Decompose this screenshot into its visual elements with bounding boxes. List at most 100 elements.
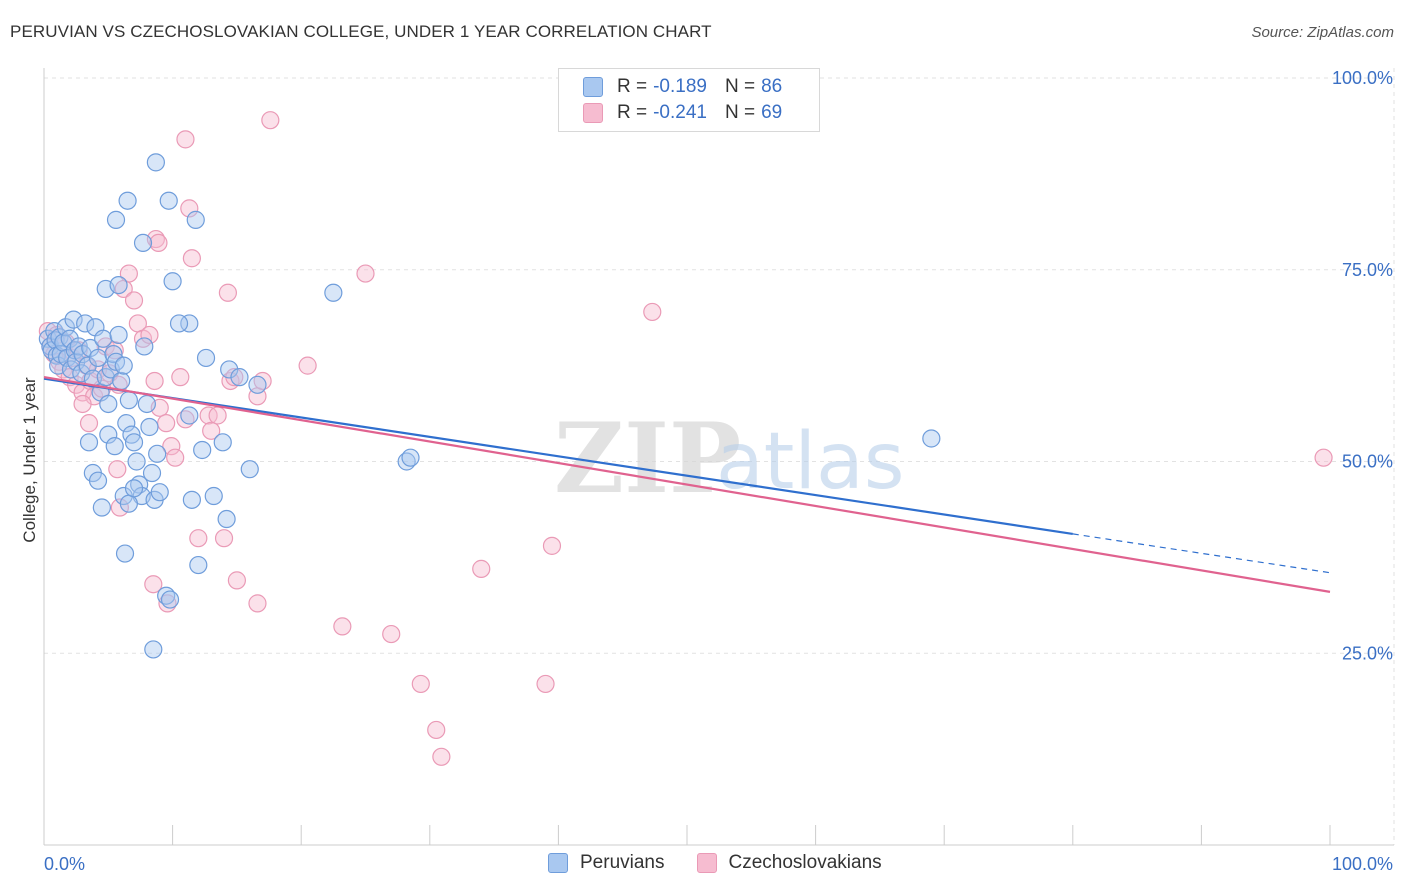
peruvians-point-45: [140, 417, 159, 437]
czechoslovakians-point-22: [119, 264, 138, 283]
peruvians-point-40: [127, 452, 146, 471]
czechoslovakians-point-50: [643, 302, 662, 322]
series-legend-peruvians[interactable]: Peruvians: [548, 852, 665, 874]
trend-lines: [43, 376, 1331, 593]
peruvians-point-43: [135, 337, 154, 356]
legend-r-value-czechoslovakians: -0.241: [653, 102, 707, 123]
series-legend-czechoslovakians[interactable]: Czechoslovakians: [696, 852, 882, 874]
legend-r-label: R =: [617, 102, 648, 123]
czechoslovakians-trend-line: [43, 376, 1331, 593]
czechoslovakians-point-69: [1314, 448, 1333, 467]
peruvians-point-63: [118, 191, 137, 210]
y-tick-label-25: 25.0%: [1342, 643, 1393, 663]
czechoslovakians-point-30: [162, 437, 181, 456]
czechoslovakians-point-53: [108, 460, 127, 479]
peruvians-point-53: [92, 498, 111, 517]
peruvians-point-49: [150, 483, 169, 502]
peruvians-point-55: [105, 437, 124, 456]
x-tick-label-100: 100.0%: [1332, 854, 1393, 874]
legend-swatch-peruvians: [583, 77, 603, 97]
watermark-zip: ZIP: [554, 402, 741, 515]
czechoslovakians-point-34: [180, 199, 199, 218]
peruvians-point-84: [115, 544, 135, 563]
peruvians-point-33: [109, 325, 128, 345]
peruvians-point-69: [169, 314, 189, 333]
czechoslovakians-point-58: [248, 594, 267, 613]
peruvians-point-74: [180, 406, 199, 425]
czechoslovakians-point-29: [157, 414, 176, 433]
czechoslovakians-point-0: [38, 322, 57, 341]
peruvians-point-58: [124, 479, 144, 498]
legend-r-value-peruvians: -0.189: [653, 76, 707, 97]
peruvians-point-86: [324, 283, 343, 302]
peruvians-point-22: [81, 338, 100, 358]
tick-labels: 25.0% 50.0% 75.0% 100.0% 0.0% 100.0%: [44, 68, 1393, 874]
peruvians-point-54: [99, 425, 118, 444]
peruvians-point-68: [109, 275, 128, 295]
peruvians-point-73: [248, 375, 267, 394]
legend-n-value-czechoslovakians: 69: [761, 102, 783, 123]
peruvians-point-62: [106, 210, 126, 229]
peruvians-point-76: [193, 440, 212, 460]
peruvians-point-65: [163, 272, 182, 291]
czechoslovakians-point-38: [149, 233, 168, 253]
czechoslovakians-point-51: [73, 394, 92, 414]
peruvians-point-10: [56, 318, 75, 337]
peruvians-points: [38, 153, 941, 659]
czechoslovakians-point-64: [536, 674, 555, 694]
czechoslovakians-point-55: [189, 529, 208, 548]
peruvians-point-66: [180, 314, 199, 333]
czechoslovakians-point-47: [208, 406, 227, 425]
series-swatch-peruvians: [548, 853, 568, 873]
czechoslovakians-point-31: [166, 448, 185, 467]
peruvians-point-77: [240, 460, 259, 479]
peruvians-trend-line: [43, 377, 1073, 535]
y-tick-label-100: 100.0%: [1332, 68, 1393, 88]
peruvians-point-61: [186, 210, 205, 229]
czechoslovakians-point-48: [202, 421, 221, 440]
czechoslovakians-points: [38, 111, 1333, 766]
peruvians-point-35: [114, 356, 133, 375]
peruvians-point-78: [182, 490, 201, 509]
peruvians-point-79: [204, 486, 223, 506]
peruvians-point-70: [196, 348, 216, 368]
peruvians-point-59: [146, 153, 165, 172]
series-legend: Peruvians Czechoslovakians: [548, 852, 914, 874]
czechoslovakians-point-54: [110, 498, 129, 517]
legend-r-label: R =: [617, 76, 648, 97]
legend-n-value-peruvians: 86: [761, 76, 783, 97]
czechoslovakians-point-52: [79, 414, 99, 433]
peruvians-point-71: [220, 360, 239, 379]
legend-swatch-czechoslovakians: [583, 103, 603, 123]
czechoslovakians-point-65: [411, 674, 430, 694]
peruvians-point-44: [137, 394, 156, 414]
watermark-atlas: atlas: [716, 417, 905, 507]
peruvians-point-37: [119, 391, 138, 410]
peruvians-point-27: [94, 329, 113, 348]
peruvians-point-20: [76, 314, 95, 333]
czechoslovakians-point-36: [176, 130, 195, 149]
czechoslovakians-point-44: [298, 356, 317, 375]
y-axis-label: College, Under 1 year: [20, 377, 39, 543]
peruvians-point-82: [160, 590, 180, 609]
peruvians-point-89: [922, 429, 941, 448]
czechoslovakians-point-39: [218, 283, 237, 302]
peruvians-point-36: [117, 414, 136, 433]
peruvians-trend-extension: [1072, 533, 1331, 574]
czechoslovakians-point-27: [145, 371, 164, 391]
peruvians-point-72: [230, 368, 249, 387]
peruvians-point-34: [112, 371, 131, 391]
chart-title: PERUVIAN VS CZECHOSLOVAKIAN COLLEGE, UND…: [10, 22, 712, 41]
legend-n-label: N =: [724, 76, 756, 97]
peruvians-point-46: [142, 463, 162, 483]
peruvians-point-50: [79, 433, 99, 452]
czechoslovakians-point-26: [140, 325, 159, 345]
czechoslovakians-point-62: [382, 624, 401, 644]
peruvians-point-80: [217, 509, 236, 529]
x-tick-label-0: 0.0%: [44, 854, 85, 874]
peruvians-point-75: [213, 433, 232, 452]
czechoslovakians-point-32: [171, 368, 190, 387]
czechoslovakians-point-56: [214, 529, 234, 548]
